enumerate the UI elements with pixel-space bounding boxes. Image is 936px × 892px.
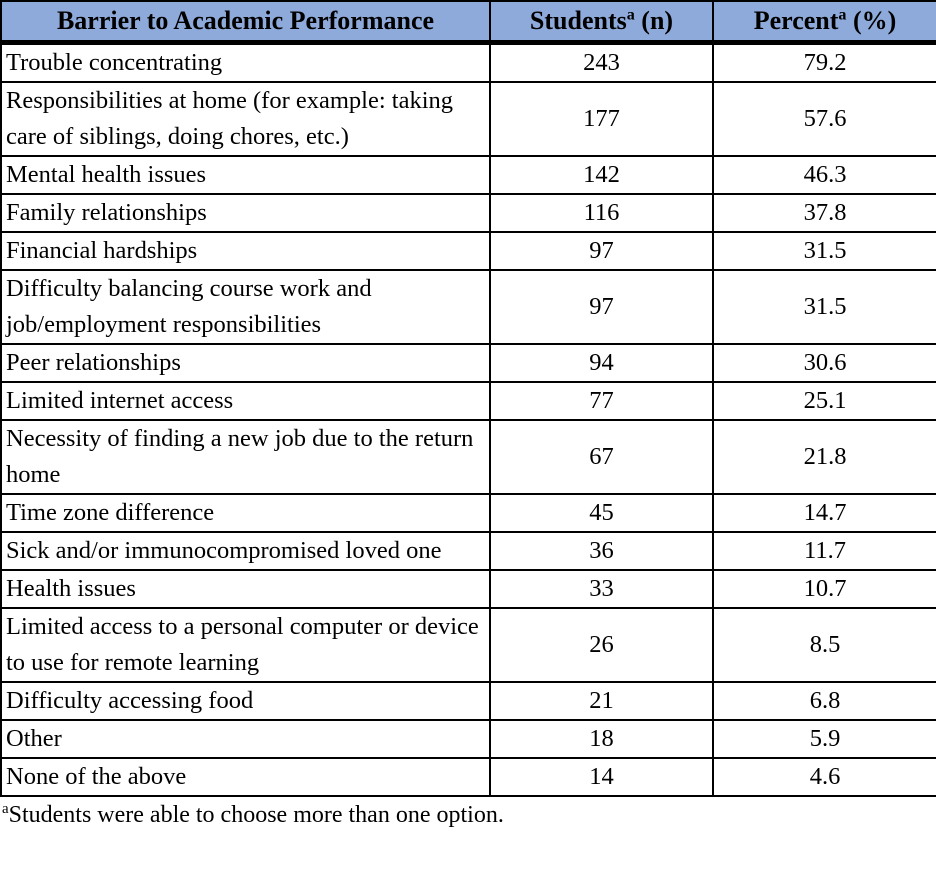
- students-cell: 142: [489, 154, 714, 195]
- students-cell: 97: [489, 268, 714, 345]
- students-cell: 21: [489, 680, 714, 721]
- barrier-cell: Mental health issues: [0, 154, 491, 195]
- barrier-cell: Health issues: [0, 568, 491, 609]
- table-row: Limited access to a personal computer or…: [0, 606, 936, 683]
- percent-cell: 46.3: [712, 154, 936, 195]
- percent-cell: 79.2: [712, 41, 936, 83]
- header-students-label: Students: [529, 5, 627, 35]
- barrier-cell: Limited access to a personal computer or…: [0, 606, 491, 683]
- table-row: Sick and/or immunocompromised loved one …: [0, 530, 936, 571]
- table-header: Barrier to Academic Performance Students…: [0, 0, 936, 45]
- percent-cell: 25.1: [712, 380, 936, 421]
- table-row: Health issues 33 10.7: [0, 568, 936, 609]
- table-row: Responsibilities at home (for example: t…: [0, 80, 936, 157]
- percent-cell: 11.7: [712, 530, 936, 571]
- table-body: Trouble concentrating 243 79.2 Responsib…: [0, 41, 936, 797]
- barrier-cell: Family relationships: [0, 192, 491, 233]
- students-cell: 94: [489, 342, 714, 383]
- barrier-cell: Difficulty accessing food: [0, 680, 491, 721]
- students-cell: 26: [489, 606, 714, 683]
- percent-cell: 30.6: [712, 342, 936, 383]
- header-percent-label: Percent: [753, 5, 839, 35]
- footnote-text: Students were able to choose more than o…: [8, 801, 504, 828]
- students-cell: 77: [489, 380, 714, 421]
- students-cell: 97: [489, 230, 714, 271]
- percent-cell: 37.8: [712, 192, 936, 233]
- table-row: Financial hardships 97 31.5: [0, 230, 936, 271]
- barrier-cell: Sick and/or immunocompromised loved one: [0, 530, 491, 571]
- table-row: Limited internet access 77 25.1: [0, 380, 936, 421]
- students-cell: 243: [489, 41, 714, 83]
- header-percent: Percenta (%): [712, 0, 936, 45]
- students-cell: 36: [489, 530, 714, 571]
- table-row: Other 18 5.9: [0, 718, 936, 759]
- table-row: Difficulty balancing course work and job…: [0, 268, 936, 345]
- table-row: Time zone difference 45 14.7: [0, 492, 936, 533]
- table-row: Family relationships 116 37.8: [0, 192, 936, 233]
- barrier-cell: Responsibilities at home (for example: t…: [0, 80, 491, 157]
- barriers-table: Barrier to Academic Performance Students…: [0, 0, 936, 797]
- footnote: aStudents were able to choose more than …: [0, 797, 936, 830]
- header-row: Barrier to Academic Performance Students…: [0, 0, 936, 45]
- table-row: Necessity of finding a new job due to th…: [0, 418, 936, 495]
- barrier-cell: Difficulty balancing course work and job…: [0, 268, 491, 345]
- table-row: None of the above 14 4.6: [0, 756, 936, 797]
- header-students-superscript: a: [626, 6, 635, 24]
- table-row: Mental health issues 142 46.3: [0, 154, 936, 195]
- header-barrier-label: Barrier to Academic Performance: [56, 5, 435, 35]
- students-cell: 45: [489, 492, 714, 533]
- table-row: Difficulty accessing food 21 6.8: [0, 680, 936, 721]
- header-students: Studentsa (n): [489, 0, 714, 45]
- barrier-cell: Other: [0, 718, 491, 759]
- percent-cell: 57.6: [712, 80, 936, 157]
- barrier-cell: Limited internet access: [0, 380, 491, 421]
- barrier-cell: Trouble concentrating: [0, 41, 491, 83]
- header-barrier: Barrier to Academic Performance: [0, 0, 491, 45]
- percent-cell: 31.5: [712, 230, 936, 271]
- percent-cell: 5.9: [712, 718, 936, 759]
- students-cell: 18: [489, 718, 714, 759]
- percent-cell: 10.7: [712, 568, 936, 609]
- percent-cell: 14.7: [712, 492, 936, 533]
- header-percent-suffix: (%): [846, 5, 897, 35]
- students-cell: 14: [489, 756, 714, 797]
- header-students-suffix: (n): [634, 5, 674, 35]
- percent-cell: 21.8: [712, 418, 936, 495]
- table-row: Trouble concentrating 243 79.2: [0, 41, 936, 83]
- barrier-cell: Necessity of finding a new job due to th…: [0, 418, 491, 495]
- percent-cell: 8.5: [712, 606, 936, 683]
- percent-cell: 4.6: [712, 756, 936, 797]
- percent-cell: 31.5: [712, 268, 936, 345]
- header-percent-superscript: a: [838, 6, 847, 24]
- barrier-cell: Time zone difference: [0, 492, 491, 533]
- footnote-superscript: a: [2, 800, 9, 817]
- students-cell: 33: [489, 568, 714, 609]
- barrier-cell: None of the above: [0, 756, 491, 797]
- barrier-cell: Financial hardships: [0, 230, 491, 271]
- students-cell: 67: [489, 418, 714, 495]
- students-cell: 116: [489, 192, 714, 233]
- barrier-cell: Peer relationships: [0, 342, 491, 383]
- percent-cell: 6.8: [712, 680, 936, 721]
- table-row: Peer relationships 94 30.6: [0, 342, 936, 383]
- students-cell: 177: [489, 80, 714, 157]
